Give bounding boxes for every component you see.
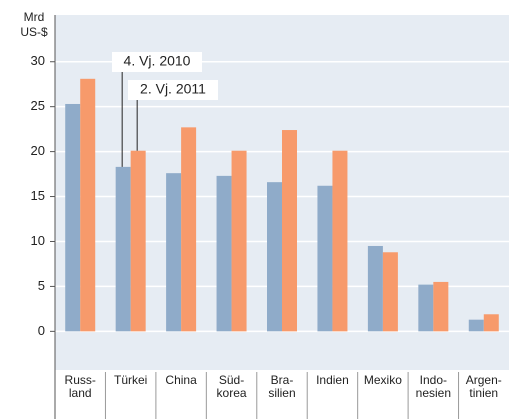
y-tick-label: 5 [38, 278, 45, 293]
bar [130, 150, 146, 332]
x-tick-label: Türkei [113, 373, 148, 387]
bar [433, 281, 449, 332]
bar [317, 185, 333, 332]
x-tick-label: Bra- silien [268, 373, 296, 400]
legend-box [112, 52, 202, 72]
bar [166, 173, 182, 332]
bar [80, 78, 96, 332]
bar [267, 182, 282, 332]
y-tick-label: 25 [31, 98, 45, 113]
legend-label: 2. Vj. 2011 [140, 81, 206, 97]
y-tick-label: 20 [31, 143, 45, 158]
x-tick-label: Russ- land [64, 373, 96, 400]
bar [181, 127, 197, 332]
bar [367, 245, 383, 332]
x-tick-label: Süd- korea [216, 373, 247, 400]
y-axis-label: Mrd US-$ [20, 10, 48, 39]
x-tick-label: Indien [316, 373, 349, 387]
bar [332, 150, 348, 332]
bar [115, 166, 131, 332]
bar [468, 319, 484, 332]
bar [65, 103, 81, 332]
y-tick-label: 0 [38, 323, 45, 338]
bar [418, 284, 434, 332]
bar [216, 175, 232, 332]
bar [282, 130, 297, 332]
x-tick-label: Argen- tinien [465, 373, 502, 400]
x-tick-label: Mexiko [363, 373, 402, 387]
bar [231, 150, 247, 332]
legend-label: 4. Vj. 2010 [124, 53, 191, 69]
x-tick-label: China [165, 373, 197, 387]
x-tick-label: Indo- nesien [415, 373, 452, 400]
bar [483, 314, 499, 332]
y-tick-label: 30 [31, 53, 45, 68]
legend-box [128, 80, 218, 100]
bar [382, 252, 398, 332]
y-tick-label: 15 [31, 188, 45, 203]
y-tick-label: 10 [31, 233, 45, 248]
